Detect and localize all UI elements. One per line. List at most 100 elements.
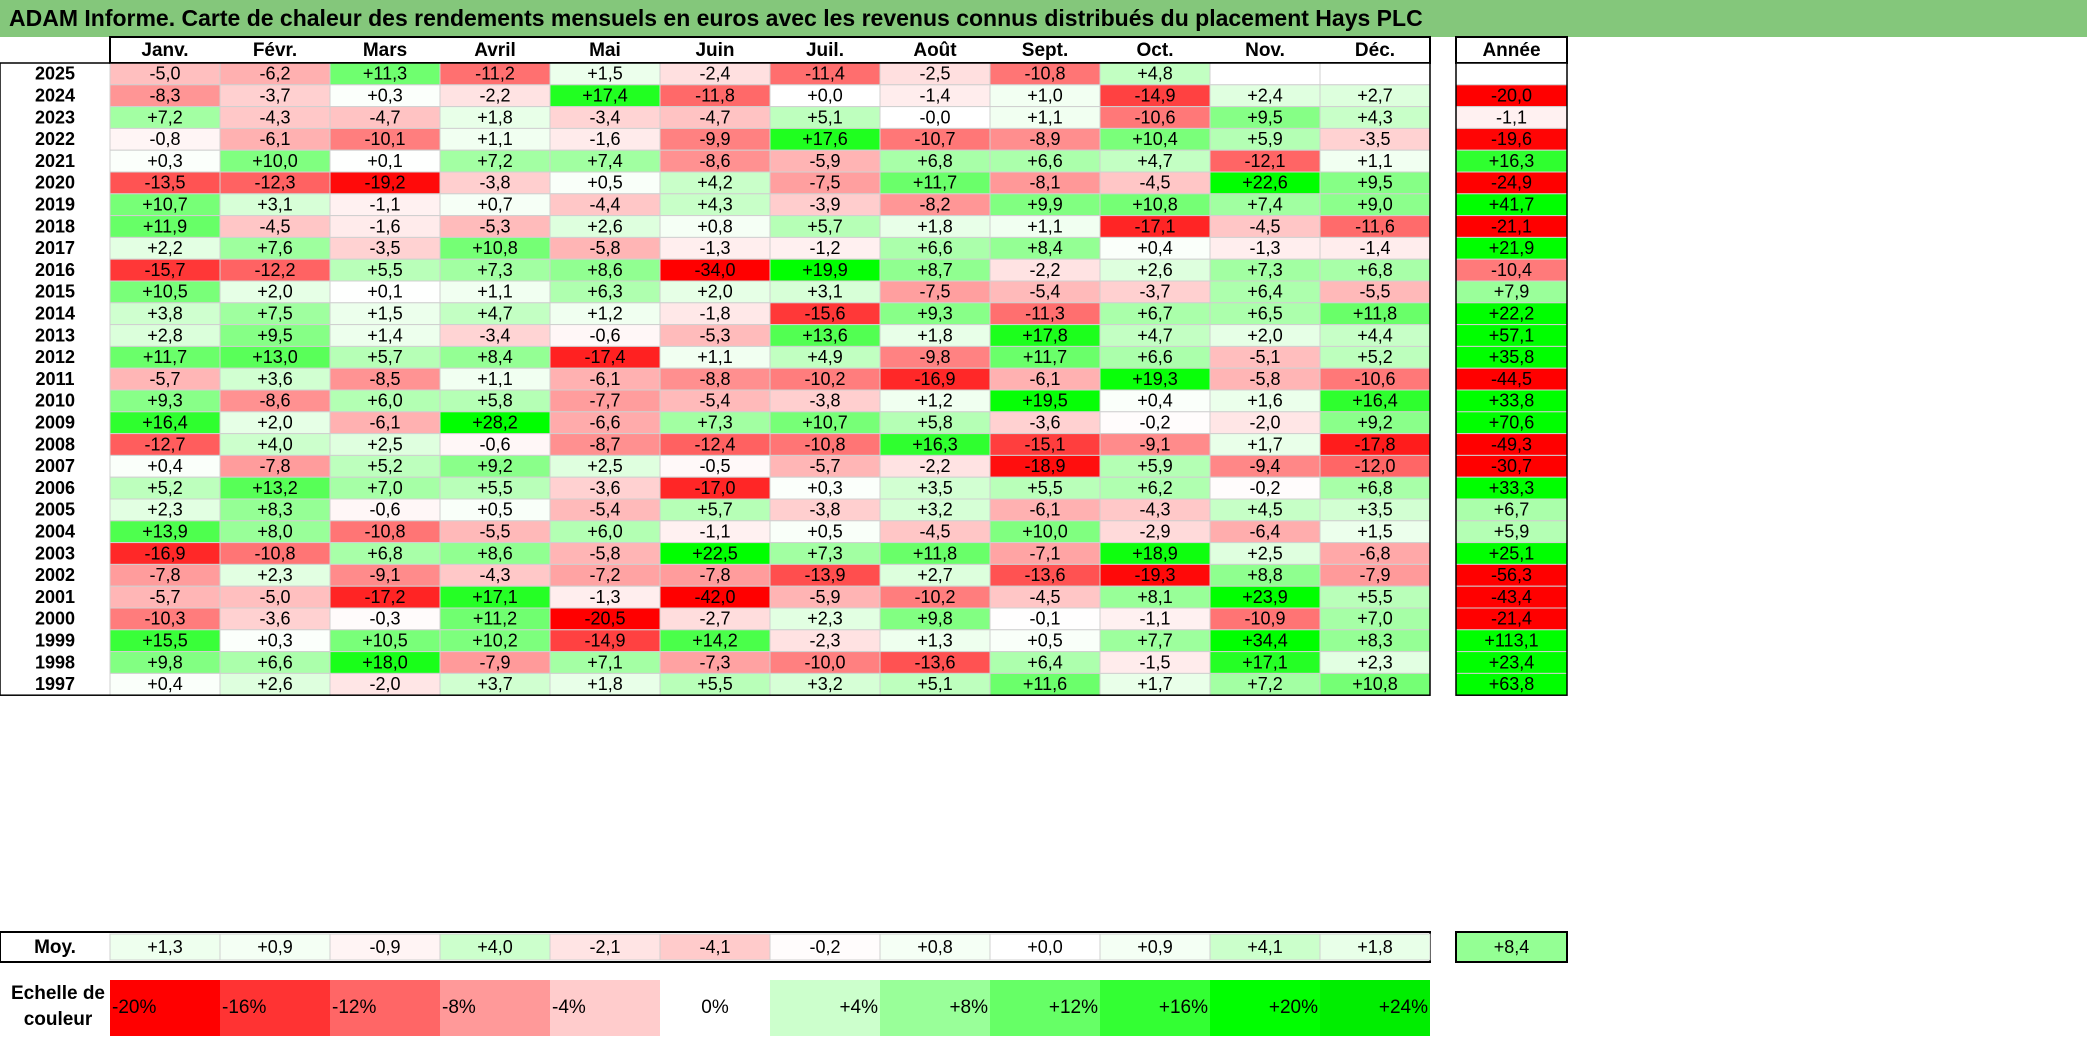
month-header: Mai xyxy=(589,40,621,61)
cell-value: +9,2 xyxy=(1357,412,1393,432)
cell-value: -7,3 xyxy=(699,652,730,672)
cell-value: +1,3 xyxy=(917,630,953,650)
cell-value: -12,2 xyxy=(254,260,295,280)
cell-value: +5,8 xyxy=(477,391,513,411)
cell-value: +8,1 xyxy=(1137,587,1173,607)
cell-value: -34,0 xyxy=(694,260,735,280)
annual-value: +33,8 xyxy=(1489,391,1535,411)
annual-value: +25,1 xyxy=(1489,543,1535,563)
cell-value: +10,8 xyxy=(472,238,518,258)
cell-value: +1,8 xyxy=(917,216,953,236)
cell-value: +6,3 xyxy=(587,282,623,302)
cell-value: +4,2 xyxy=(697,173,733,193)
cell-value: +3,5 xyxy=(917,478,953,498)
cell-value: -5,8 xyxy=(589,543,620,563)
annual-value: -1,1 xyxy=(1496,107,1527,127)
cell-value: -4,5 xyxy=(1249,216,1280,236)
annual-value: +23,4 xyxy=(1489,652,1535,672)
cell-value: +5,8 xyxy=(917,412,953,432)
cell-value: +7,3 xyxy=(1247,260,1283,280)
cell-value: +3,5 xyxy=(1357,500,1393,520)
cell-value: +18,9 xyxy=(1132,543,1178,563)
cell-value: -0,6 xyxy=(589,325,620,345)
month-header: Juin xyxy=(695,40,734,61)
cell-value: -7,8 xyxy=(149,565,180,585)
cell-value: -5,8 xyxy=(589,238,620,258)
scale-label-value: +20% xyxy=(1269,997,1318,1018)
annual-value: -19,6 xyxy=(1491,129,1532,149)
month-header: Déc. xyxy=(1355,40,1395,61)
cell-value: +2,0 xyxy=(1247,325,1283,345)
cell-value: -15,1 xyxy=(1024,434,1065,454)
cell-value: -5,1 xyxy=(1249,347,1280,367)
cell-value: +7,3 xyxy=(697,412,733,432)
cell-value: -3,7 xyxy=(259,85,290,105)
annual-value: +5,9 xyxy=(1494,521,1530,541)
cell-value: -15,6 xyxy=(804,303,845,323)
cell-value: +1,1 xyxy=(1357,151,1393,171)
cell-value: +13,2 xyxy=(252,478,298,498)
cell-value: +2,5 xyxy=(1247,543,1283,563)
cell-value: +16,4 xyxy=(1352,391,1398,411)
average-cell xyxy=(1099,933,1211,961)
month-header: Févr. xyxy=(253,40,297,61)
average-value: +4,1 xyxy=(1247,937,1283,957)
cell-value: -8,6 xyxy=(699,151,730,171)
year-header: Année xyxy=(1482,40,1540,61)
cell-value: -11,4 xyxy=(805,64,845,84)
scale-swatch xyxy=(990,980,1100,1036)
cell-value: +13,0 xyxy=(252,347,298,367)
cell-value: +3,2 xyxy=(807,674,843,694)
row-year-label: 1997 xyxy=(35,674,75,694)
cell-value: +2,3 xyxy=(257,565,293,585)
cell-value: +1,1 xyxy=(1027,216,1063,236)
average-value: -2,1 xyxy=(589,937,620,957)
month-header: Sept. xyxy=(1022,40,1068,61)
cell-value: -4,3 xyxy=(1139,500,1170,520)
grid-border xyxy=(0,62,1431,696)
cell-value: +7,5 xyxy=(257,303,293,323)
cell-value: -1,4 xyxy=(919,85,950,105)
cell-value: -4,5 xyxy=(1139,173,1170,193)
cell-value: +3,1 xyxy=(257,194,293,214)
row-year-label: 2019 xyxy=(35,194,75,214)
cell-value: +10,4 xyxy=(1132,129,1178,149)
annual-value: -20,0 xyxy=(1491,85,1532,105)
cell-value: -42,0 xyxy=(694,587,735,607)
cell-value: -5,3 xyxy=(699,325,730,345)
cell-value: +6,6 xyxy=(1137,347,1173,367)
cell-value: +7,3 xyxy=(807,543,843,563)
scale-label: couleur xyxy=(24,1009,93,1030)
scale-swatch xyxy=(1100,980,1210,1036)
average-value: -0,9 xyxy=(369,937,400,957)
cell-value: +1,7 xyxy=(1247,434,1283,454)
average-annual-cell xyxy=(1455,931,1568,963)
cell-value: -11,8 xyxy=(695,85,735,105)
cell-value: +3,8 xyxy=(147,303,183,323)
cell-value: -0,8 xyxy=(149,129,180,149)
cell-value: +0,3 xyxy=(807,478,843,498)
annual-value: +35,8 xyxy=(1489,347,1535,367)
cell-value: +10,5 xyxy=(142,282,188,302)
month-header: Août xyxy=(913,40,957,61)
scale-swatch xyxy=(220,980,330,1036)
cell-value: +8,4 xyxy=(1027,238,1063,258)
cell-value: -4,3 xyxy=(259,107,290,127)
average-value: +0,8 xyxy=(917,937,953,957)
scale-label: Echelle de xyxy=(11,983,105,1004)
cell-value: +0,5 xyxy=(1027,630,1063,650)
cell-value: -1,1 xyxy=(369,194,400,214)
average-cell xyxy=(659,933,771,961)
cell-value: +2,3 xyxy=(807,609,843,629)
cell-value: +9,2 xyxy=(477,456,513,476)
cell-value: +0,7 xyxy=(477,194,513,214)
cell-value: -7,8 xyxy=(259,456,290,476)
row-year-label: 2003 xyxy=(35,543,75,563)
average-cell xyxy=(1209,933,1321,961)
cell-value: +5,7 xyxy=(367,347,403,367)
cell-value: +2,6 xyxy=(1137,260,1173,280)
cell-value: -1,4 xyxy=(1359,238,1390,258)
average-value: +1,3 xyxy=(147,937,183,957)
cell-value: -6,4 xyxy=(1249,521,1280,541)
cell-value: -17,8 xyxy=(1354,434,1395,454)
